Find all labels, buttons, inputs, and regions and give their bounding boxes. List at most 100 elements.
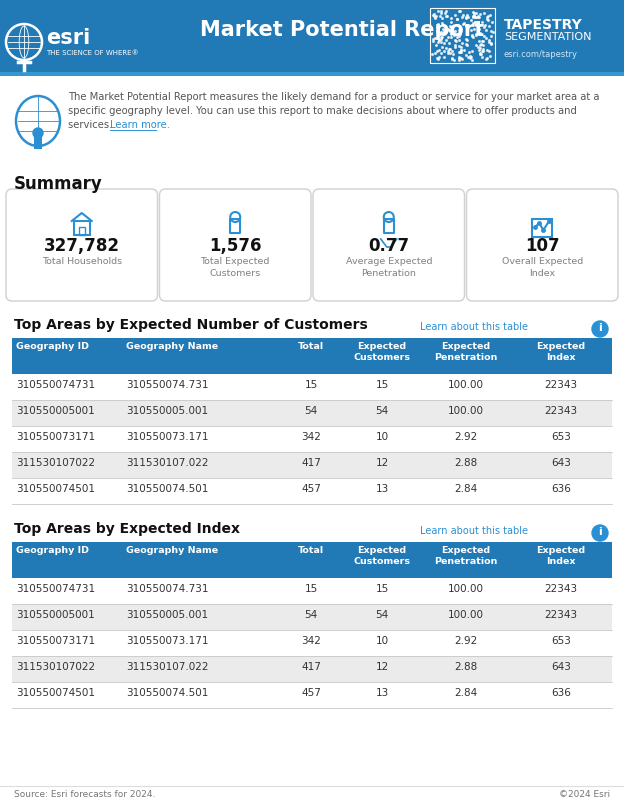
Point [454,46,464,59]
Point [434,44,444,56]
Text: Geography Name: Geography Name [126,546,218,555]
Point [446,15,456,28]
Point [454,19,464,31]
Text: Geography ID: Geography ID [16,342,89,351]
Text: 327,782: 327,782 [44,237,120,255]
Point [456,44,466,56]
Text: 2.84: 2.84 [454,484,477,494]
Point [446,21,456,34]
Point [429,10,439,23]
Point [462,34,472,47]
Point [486,30,496,43]
Text: 310550073.171: 310550073.171 [126,432,208,442]
Point [469,6,479,19]
Point [446,26,456,39]
Text: The Market Potential Report measures the likely demand for a product or service : The Market Potential Report measures the… [68,92,600,102]
Point [457,52,467,65]
Point [432,25,442,38]
Point [434,27,444,40]
Text: Total: Total [298,546,324,555]
Point [436,7,446,20]
Point [437,41,447,54]
Point [441,41,451,54]
Point [477,44,487,57]
Point [436,31,446,44]
Text: Geography ID: Geography ID [16,546,89,555]
Point [486,25,496,38]
Point [462,50,472,63]
Point [473,23,483,35]
Point [430,11,440,24]
Point [467,54,477,67]
Point [484,44,494,57]
Point [459,18,469,31]
Point [482,44,492,56]
Point [437,11,447,24]
Text: services.: services. [68,120,115,130]
Text: Average Expected
Penetration: Average Expected Penetration [346,257,432,278]
Point [467,16,477,29]
Point [482,10,492,23]
Text: 310550074.731: 310550074.731 [126,380,208,390]
Point [440,6,450,19]
Circle shape [592,525,608,541]
Point [454,34,464,47]
Text: Expected
Customers: Expected Customers [354,342,411,362]
Point [450,34,460,47]
Point [471,29,481,42]
Text: 2.88: 2.88 [454,662,477,672]
Point [468,30,478,43]
Text: 0.77: 0.77 [368,237,409,255]
Point [462,19,472,32]
Text: 310550074731: 310550074731 [16,584,95,594]
Text: Learn about this table: Learn about this table [420,322,528,332]
Point [429,8,439,21]
Point [456,40,466,53]
Point [431,38,441,51]
Point [466,52,475,64]
Point [429,33,439,46]
Circle shape [592,321,608,337]
Text: 54: 54 [376,610,389,620]
Text: TAPESTRY: TAPESTRY [504,18,583,32]
Point [469,23,479,35]
Bar [532,219,552,237]
Point [484,36,494,49]
Point [446,28,456,41]
Point [475,8,485,21]
Point [435,27,445,40]
Point [444,25,454,38]
Point [474,48,484,60]
Point [445,20,455,33]
Point [436,32,446,45]
Text: 54: 54 [305,610,318,620]
Point [456,44,466,56]
Text: 636: 636 [551,484,571,494]
Point [471,6,481,19]
Point [462,39,472,52]
Point [433,17,443,30]
Point [466,51,475,64]
Point [432,44,442,57]
Point [484,19,494,32]
Text: 653: 653 [551,432,571,442]
Point [445,43,455,56]
Point [468,11,478,24]
Point [443,44,453,57]
Point [452,12,462,25]
Text: 100.00: 100.00 [448,380,484,390]
Point [439,44,449,57]
Text: 310550005001: 310550005001 [16,610,95,620]
Text: 10: 10 [376,636,389,646]
Bar [384,219,394,233]
Point [444,43,454,56]
Point [434,34,444,47]
Text: 311530107022: 311530107022 [16,458,95,468]
Circle shape [33,128,43,138]
Text: 2.84: 2.84 [454,688,477,698]
Point [474,44,484,56]
Point [482,52,492,65]
Point [470,15,480,28]
Point [450,40,460,53]
Text: 310550073.171: 310550073.171 [126,636,208,646]
